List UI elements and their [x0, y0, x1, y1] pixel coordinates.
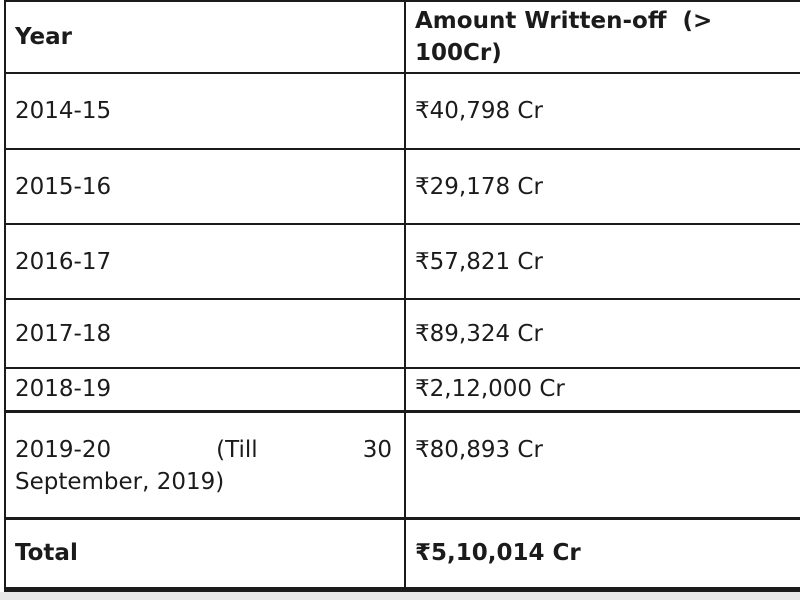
amount-cell: ₹2,12,000 Cr — [404, 367, 800, 412]
header-year-label: Year — [15, 24, 73, 50]
table-row: 2017-18 ₹89,324 Cr — [4, 298, 800, 369]
year-cell: 2017-18 — [4, 298, 406, 369]
page-background-strip — [0, 592, 800, 600]
amount-cell: ₹57,821 Cr — [404, 223, 800, 300]
total-label-cell: Total — [4, 516, 406, 592]
table-row: 2016-17 ₹57,821 Cr — [4, 223, 800, 300]
table-row: 2014-15 ₹40,798 Cr — [4, 72, 800, 150]
year-cell: 2018-19 — [4, 367, 406, 412]
year-label-line1: 2019-20 (Till 30 — [15, 436, 392, 463]
table-header-row: Year Amount Written-off (> 100Cr) — [4, 0, 800, 74]
year-cell: 2014-15 — [4, 72, 406, 150]
table-total-row: Total ₹5,10,014 Cr — [4, 516, 800, 592]
header-cell-amount: Amount Written-off (> 100Cr) — [404, 0, 800, 74]
year-cell: 2015-16 — [4, 148, 406, 225]
header-cell-year: Year — [4, 0, 406, 74]
amount-cell: ₹80,893 Cr — [404, 409, 800, 519]
table-row: 2015-16 ₹29,178 Cr — [4, 148, 800, 225]
year-cell: 2016-17 — [4, 223, 406, 300]
writeoff-table: Year Amount Written-off (> 100Cr) 2014-1… — [4, 0, 800, 592]
total-amount-cell: ₹5,10,014 Cr — [404, 516, 800, 592]
table-row: 2019-20 (Till 30 September, 2019) ₹80,89… — [4, 409, 800, 519]
year-label-line2: September, 2019) — [15, 468, 225, 495]
amount-cell: ₹40,798 Cr — [404, 72, 800, 150]
table-row: 2018-19 ₹2,12,000 Cr — [4, 367, 800, 412]
header-amount-label-line2: 100Cr) — [415, 40, 502, 66]
header-amount-label-line1: Amount Written-off (> — [415, 8, 713, 34]
year-cell: 2019-20 (Till 30 September, 2019) — [4, 409, 406, 519]
amount-cell: ₹89,324 Cr — [404, 298, 800, 369]
amount-cell: ₹29,178 Cr — [404, 148, 800, 225]
